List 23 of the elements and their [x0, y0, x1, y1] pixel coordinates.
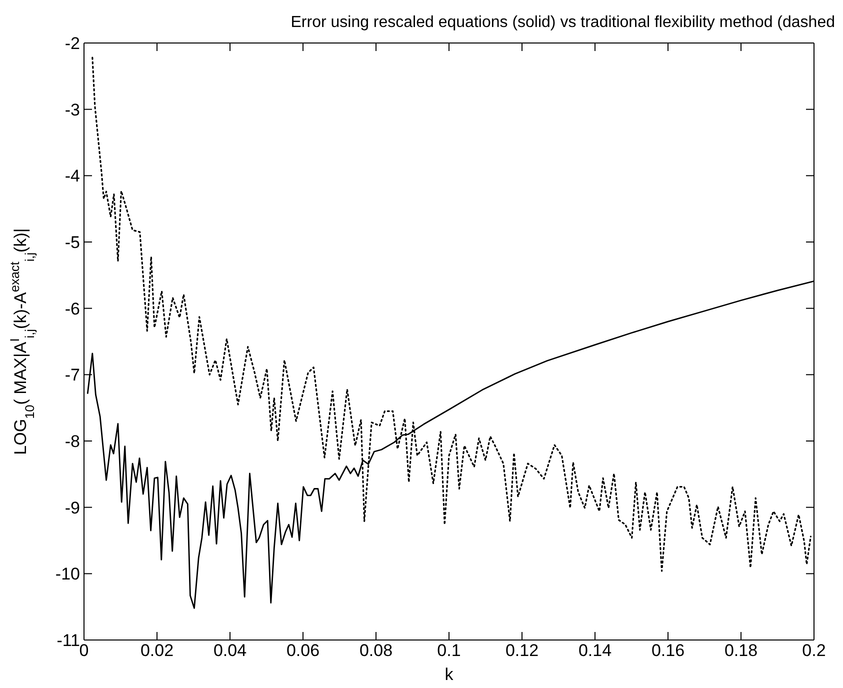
y-tick-label: -5: [64, 233, 80, 252]
x-tick-label: 0.1: [437, 641, 461, 660]
x-tick-label: 0.18: [724, 641, 758, 660]
y-tick-label: -2: [64, 34, 80, 54]
x-tick-label: 0.04: [213, 641, 247, 660]
x-tick-label: 0.08: [359, 641, 393, 660]
y-tick-label: -10: [55, 564, 80, 584]
y-tick-label: -11: [56, 631, 80, 650]
y-tick-label: -6: [64, 299, 80, 318]
x-axis-title: k: [444, 665, 454, 684]
y-tick-label: -9: [64, 498, 80, 518]
chart-title: Error using rescaled equations (solid) vs traditional flexibility method (dashed: [290, 14, 835, 32]
x-tick-label: 0.06: [286, 641, 320, 660]
x-tick-label: 0.02: [140, 641, 174, 660]
y-tick-label: -7: [64, 366, 80, 385]
x-tick-label: 0.2: [802, 641, 826, 660]
x-tick-label: 0.12: [505, 641, 539, 660]
x-tick-label: 0.14: [578, 641, 612, 660]
y-tick-label: -4: [64, 166, 80, 186]
x-tick-label: 0: [79, 641, 89, 660]
x-tick-label: 0.16: [651, 641, 685, 660]
y-tick-label: -8: [64, 432, 80, 452]
y-tick-label: -3: [64, 100, 80, 120]
